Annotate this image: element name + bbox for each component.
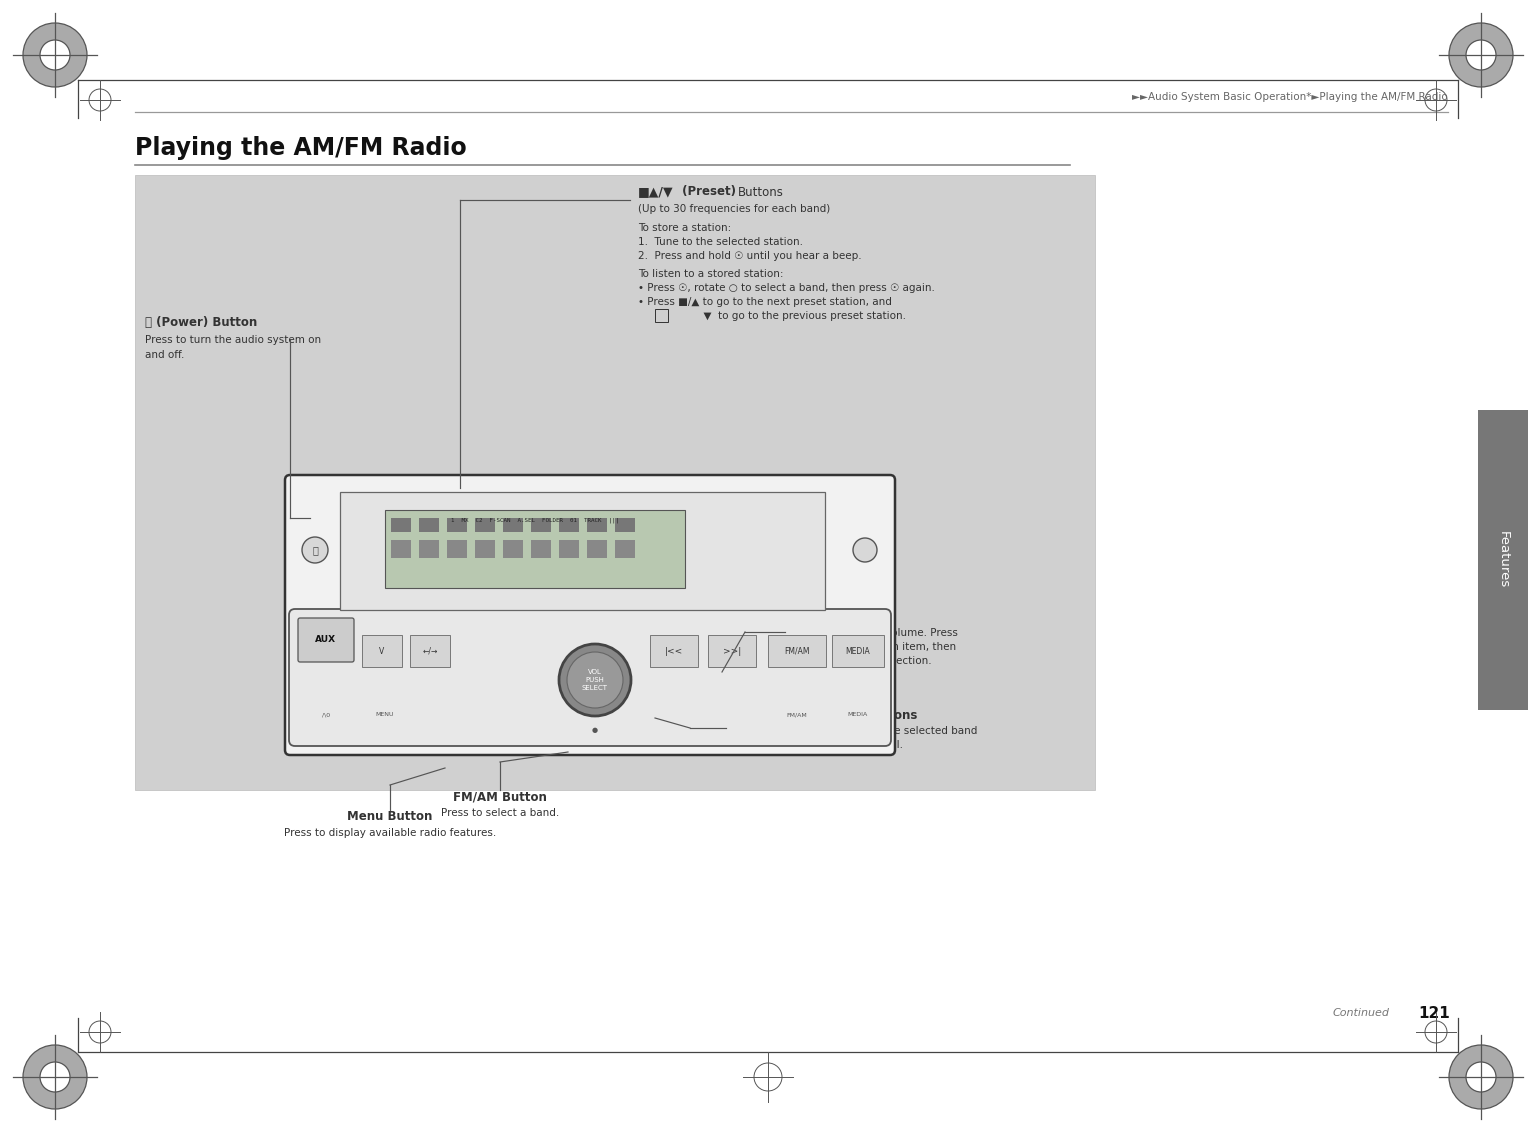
Text: FM/AM: FM/AM (786, 712, 808, 718)
Text: VOL
PUSH
SELECT: VOL PUSH SELECT (582, 669, 608, 691)
Circle shape (1448, 23, 1513, 87)
Text: ←/→: ←/→ (422, 646, 438, 655)
Text: (Up to 30 frequencies for each band): (Up to 30 frequencies for each band) (637, 204, 831, 214)
Text: Menu Button: Menu Button (347, 811, 433, 823)
Bar (531, 518, 551, 532)
Bar (419, 540, 439, 558)
Circle shape (89, 89, 111, 111)
Circle shape (40, 40, 71, 70)
Text: |<<: |<< (665, 646, 684, 655)
FancyBboxPatch shape (298, 618, 353, 662)
Text: To listen to a stored station:: To listen to a stored station: (637, 269, 783, 278)
Text: Continued: Continued (1333, 1007, 1390, 1018)
Text: 121: 121 (1418, 1005, 1450, 1021)
Text: V: V (379, 646, 384, 655)
Bar (410, 635, 450, 667)
Text: Features: Features (1496, 531, 1510, 589)
Text: 2.  Press and hold ☉ until you hear a beep.: 2. Press and hold ☉ until you hear a bee… (637, 251, 862, 261)
Text: To store a station:: To store a station: (637, 223, 731, 233)
Text: for a station with a strong signal.: for a station with a strong signal. (730, 740, 903, 751)
Bar (531, 540, 551, 558)
Text: press to set your selection.: press to set your selection. (790, 657, 932, 666)
Circle shape (23, 1045, 88, 1109)
Circle shape (1425, 1021, 1447, 1043)
Bar (135, 175, 1095, 790)
Bar (587, 540, 607, 558)
Text: Press to search up and down the selected band: Press to search up and down the selected… (730, 726, 977, 736)
Text: • Press ■/▲ to go to the next preset station, and: • Press ■/▲ to go to the next preset sta… (637, 297, 892, 307)
Circle shape (559, 644, 631, 717)
Text: /\0: /\0 (323, 712, 330, 718)
Text: AUX: AUX (315, 635, 336, 644)
Bar (392, 518, 412, 532)
Circle shape (567, 652, 624, 708)
Text: Press to display available radio features.: Press to display available radio feature… (284, 827, 496, 838)
Circle shape (89, 1021, 111, 1043)
Text: • Press ☉, rotate ○ to select a band, then press ☉ again.: • Press ☉, rotate ○ to select a band, th… (637, 283, 935, 293)
Text: ⏻: ⏻ (312, 544, 318, 555)
Text: 1  MX  C2  F-SCAN  A.SEL  FOLDER  01  TRACK  |||: 1 MX C2 F-SCAN A.SEL FOLDER 01 TRACK ||| (452, 517, 619, 523)
Circle shape (303, 537, 329, 563)
Text: FM/AM Button: FM/AM Button (453, 790, 547, 804)
Text: ◄◄ / ►► (Tune/Seek) Buttons: ◄◄ / ►► (Tune/Seek) Buttons (730, 709, 917, 721)
Bar (708, 635, 756, 667)
Text: ⏻ (Power) Button: ⏻ (Power) Button (144, 316, 257, 328)
Bar (614, 518, 634, 532)
Text: Playing the AM/FM Radio: Playing the AM/FM Radio (135, 136, 467, 160)
FancyBboxPatch shape (286, 475, 895, 755)
Bar (392, 540, 412, 558)
Bar (833, 635, 885, 667)
Text: Turn to adjust the volume. Press: Turn to adjust the volume. Press (790, 628, 958, 638)
Text: >>|: >>| (723, 646, 742, 655)
Bar (654, 309, 668, 321)
Circle shape (1465, 40, 1496, 70)
Text: ■▲/▼: ■▲/▼ (637, 186, 674, 198)
Bar (614, 540, 634, 558)
Bar (650, 635, 697, 667)
Text: and off.: and off. (144, 350, 184, 360)
Text: Press to select a band.: Press to select a band. (441, 808, 559, 818)
Bar (502, 540, 522, 558)
Bar (475, 518, 495, 532)
Bar (339, 492, 825, 610)
Text: Press to turn the audio system on: Press to turn the audio system on (144, 335, 321, 345)
Bar (447, 518, 467, 532)
Text: Buttons: Buttons (737, 186, 783, 198)
Text: Selector Knob: Selector Knob (790, 609, 883, 621)
Bar (768, 635, 826, 667)
Text: FM/AM: FM/AM (785, 646, 809, 655)
Text: (Preset): (Preset) (677, 186, 740, 198)
Bar (419, 518, 439, 532)
Circle shape (1425, 89, 1447, 111)
Circle shape (1448, 1045, 1513, 1109)
Text: MENU: MENU (376, 712, 395, 718)
Bar (587, 518, 607, 532)
Bar (362, 635, 402, 667)
Bar (475, 540, 495, 558)
Text: MEDIA: MEDIA (848, 712, 868, 718)
Circle shape (40, 1062, 71, 1092)
Circle shape (754, 1063, 782, 1091)
Text: ●: ● (591, 727, 598, 734)
Circle shape (1465, 1062, 1496, 1092)
Text: ►►Audio System Basic Operation*►Playing the AM/FM Radio: ►►Audio System Basic Operation*►Playing … (1132, 92, 1448, 102)
Text: MEDIA: MEDIA (846, 646, 871, 655)
Bar (559, 518, 579, 532)
Bar (1478, 410, 1528, 710)
Circle shape (23, 23, 88, 87)
Circle shape (852, 538, 877, 561)
Bar (386, 511, 685, 588)
FancyBboxPatch shape (289, 609, 891, 746)
Bar (559, 540, 579, 558)
Bar (447, 540, 467, 558)
Text: and turn to select an item, then: and turn to select an item, then (790, 642, 955, 652)
Text: 1.  Tune to the selected station.: 1. Tune to the selected station. (637, 237, 803, 247)
Text: ▼  to go to the previous preset station.: ▼ to go to the previous preset station. (657, 311, 906, 321)
Bar (502, 518, 522, 532)
